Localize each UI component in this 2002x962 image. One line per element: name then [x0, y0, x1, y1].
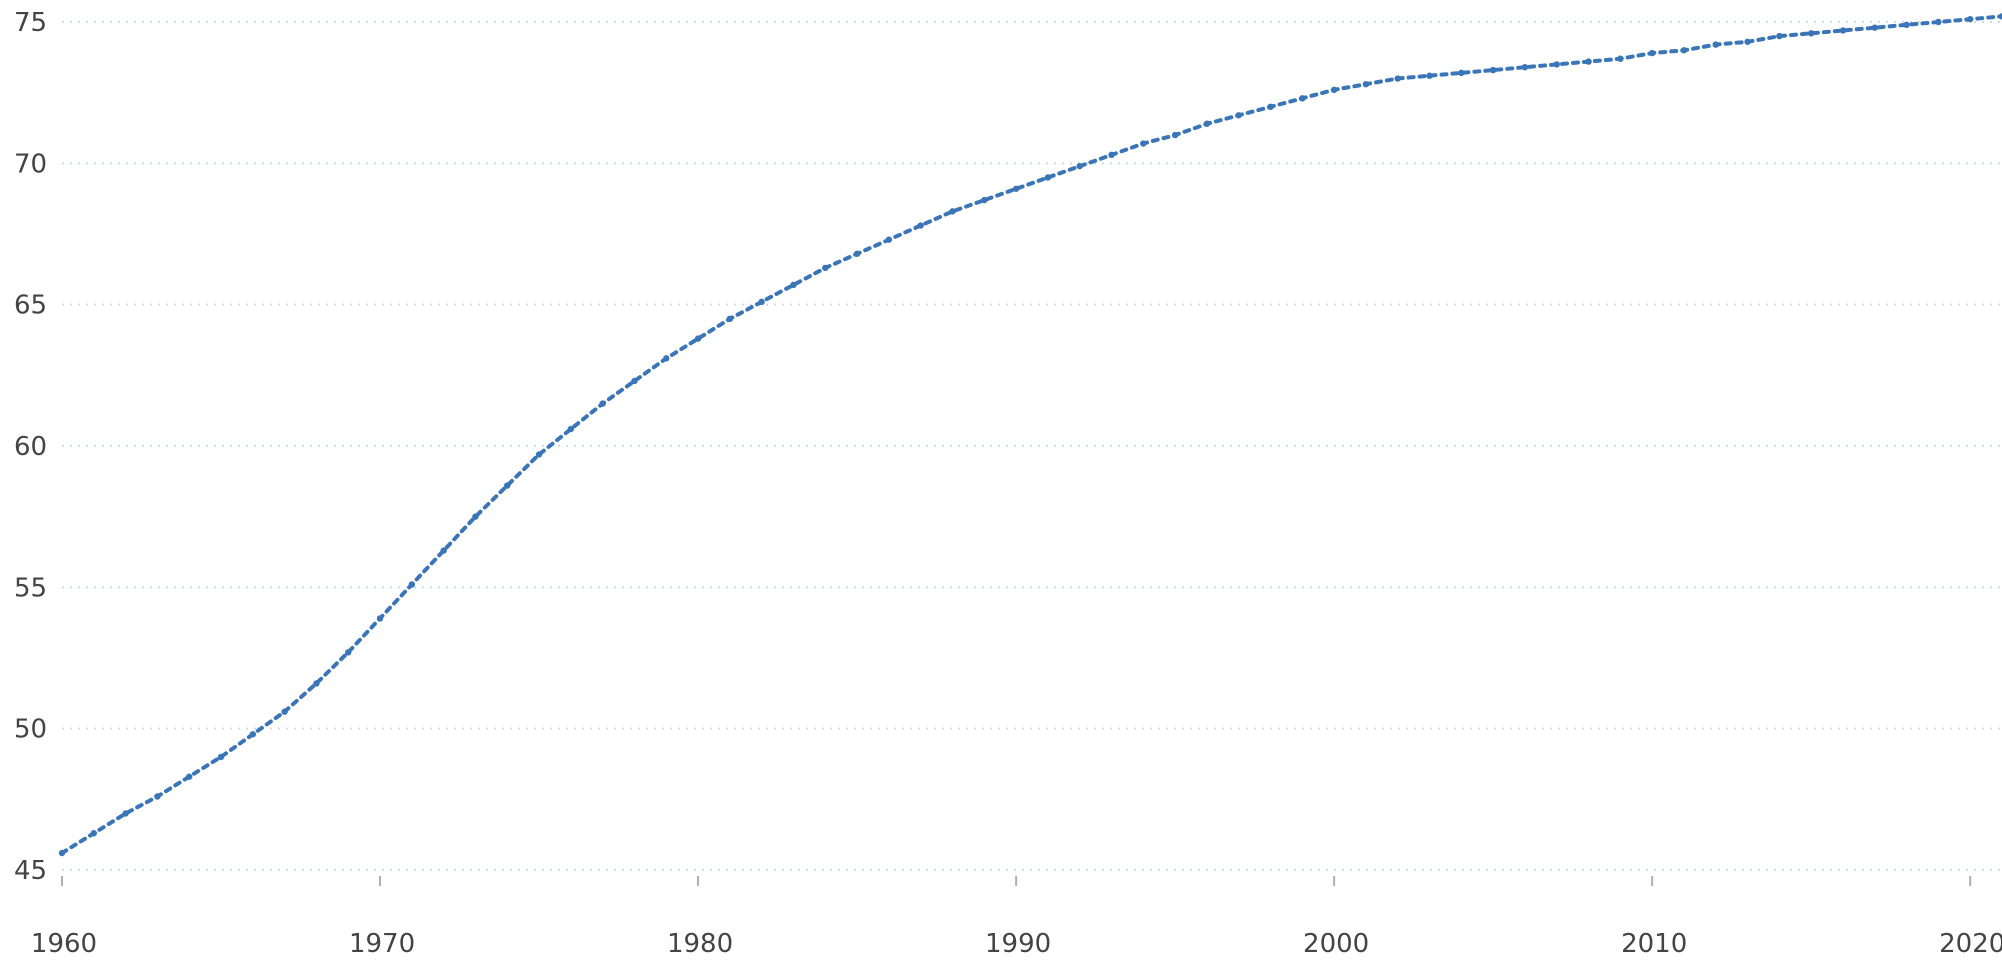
y-tick-label: 50	[14, 715, 47, 745]
y-tick-label: 75	[14, 8, 47, 38]
data-point	[408, 581, 416, 588]
y-tick-label: 65	[14, 291, 47, 321]
data-point	[535, 451, 543, 458]
data-point	[440, 547, 447, 554]
x-tick-label: 2020	[1939, 929, 2002, 959]
data-point	[472, 513, 479, 520]
data-point	[1839, 27, 1847, 34]
data-point	[1362, 80, 1370, 88]
data-point	[1394, 75, 1401, 82]
x-tick-label: 2010	[1621, 929, 1687, 959]
data-point	[1807, 30, 1815, 37]
data-point	[822, 264, 829, 272]
data-point	[599, 400, 606, 407]
data-point	[249, 731, 257, 738]
data-point	[631, 377, 638, 385]
data-point	[726, 315, 734, 322]
data-point	[1299, 95, 1306, 102]
data-point	[1744, 38, 1751, 45]
x-tick-label: 1990	[985, 929, 1051, 959]
data-point	[917, 222, 924, 229]
data-point	[853, 250, 861, 257]
data-point	[885, 236, 893, 243]
series-layer	[58, 13, 2002, 857]
x-tick-label: 2000	[1303, 929, 1369, 959]
data-point	[154, 793, 161, 800]
data-point	[504, 482, 511, 489]
data-point	[1871, 24, 1878, 31]
data-point	[1617, 55, 1624, 62]
data-point	[1648, 49, 1656, 57]
grid-lines	[62, 21, 2002, 871]
data-point	[790, 281, 797, 289]
x-tick-label: 1980	[667, 929, 733, 959]
data-point	[1966, 15, 1974, 23]
data-point	[694, 335, 702, 342]
data-point	[1235, 112, 1242, 119]
data-point	[981, 196, 988, 204]
data-point	[1521, 64, 1529, 71]
data-point	[1044, 174, 1052, 181]
data-point	[1330, 86, 1338, 94]
data-point	[1712, 41, 1719, 48]
data-point	[1553, 61, 1560, 68]
data-point	[1680, 47, 1688, 54]
data-point	[758, 298, 765, 306]
y-axis-labels: 45 50 55 60 65 70 75	[14, 8, 47, 886]
x-tick-label: 1960	[31, 929, 97, 959]
x-tick-label: 1970	[349, 929, 415, 959]
y-tick-label: 45	[14, 856, 47, 886]
data-point	[1935, 18, 1942, 26]
data-point	[1203, 120, 1211, 127]
y-tick-label: 55	[14, 573, 47, 603]
data-point	[58, 849, 66, 857]
data-point	[313, 680, 320, 687]
data-point	[281, 708, 288, 715]
data-point	[1076, 162, 1083, 170]
data-point	[376, 615, 384, 622]
y-tick-label: 70	[14, 149, 47, 179]
data-point	[663, 355, 670, 362]
data-point	[1426, 72, 1433, 79]
data-point	[1012, 185, 1020, 192]
data-point	[1458, 69, 1465, 77]
data-point	[345, 649, 352, 656]
y-tick-label: 60	[14, 432, 47, 462]
data-point	[1108, 151, 1115, 159]
data-point	[1903, 21, 1910, 29]
data-point	[567, 425, 575, 433]
data-point	[1267, 103, 1274, 111]
x-axis-labels: 1960 1970 1980 1990 2000 2010 2020	[31, 876, 2002, 959]
data-point	[1776, 32, 1783, 40]
data-point	[217, 753, 225, 761]
data-point	[1585, 58, 1592, 65]
data-point	[90, 830, 98, 837]
data-point	[949, 208, 956, 215]
data-point	[1489, 66, 1497, 74]
data-point	[186, 773, 193, 780]
series-line	[60, 14, 2002, 855]
data-point	[1140, 140, 1147, 147]
data-point	[122, 810, 129, 817]
data-point	[1998, 13, 2002, 20]
data-point	[1171, 131, 1179, 139]
